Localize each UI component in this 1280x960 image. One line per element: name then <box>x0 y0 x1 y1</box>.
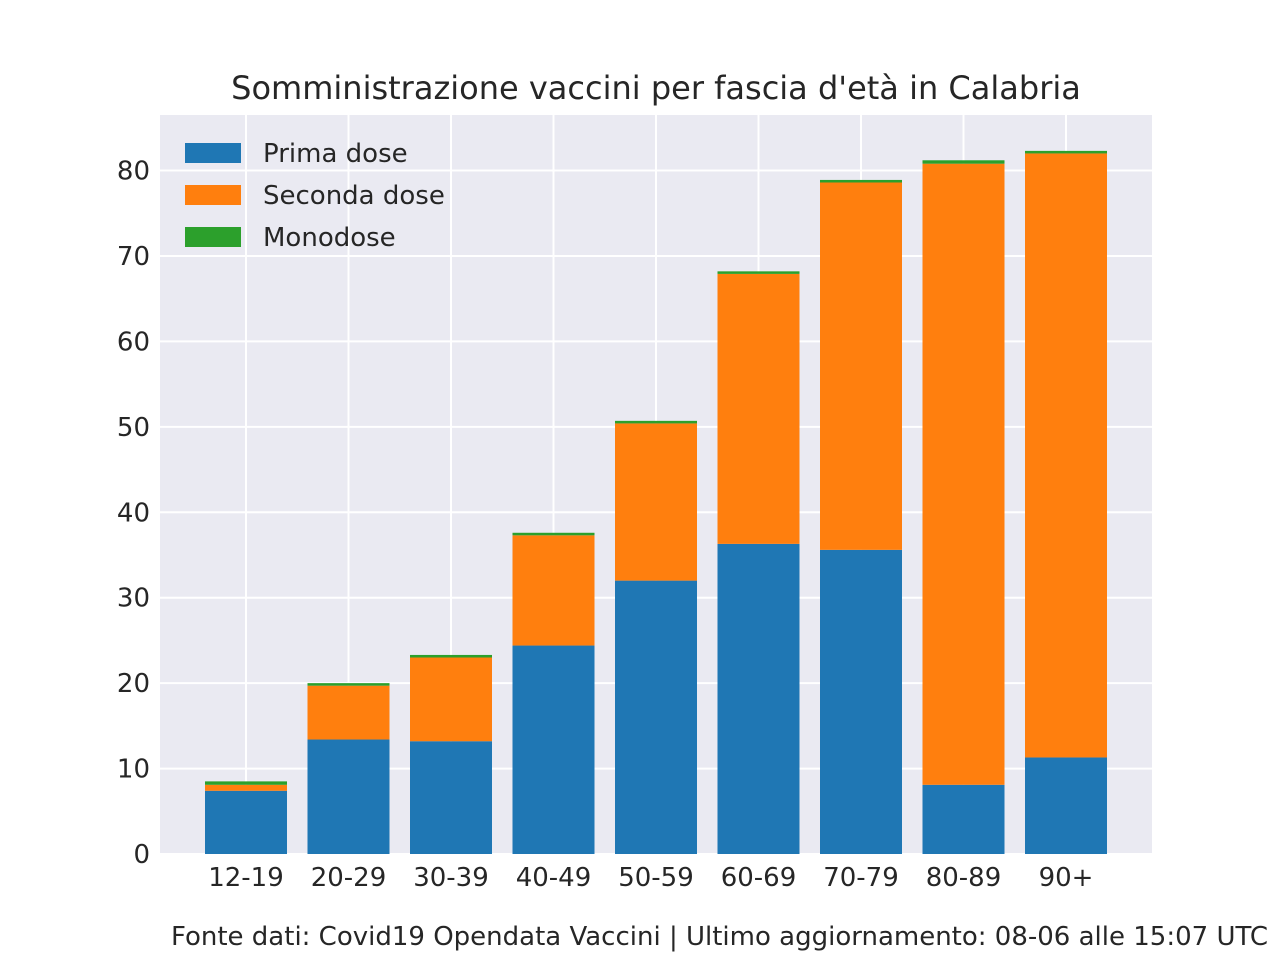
bar-seconda-dose-80-89 <box>922 163 1005 785</box>
bar-monodose-80-89 <box>922 160 1005 164</box>
legend: Prima dose Seconda dose Monodose <box>185 139 445 253</box>
bar-seconda-dose-12-19 <box>205 784 287 791</box>
bar-seconda-dose-70-79 <box>820 182 902 550</box>
data-source-footer: Fonte dati: Covid19 Opendata Vaccini | U… <box>170 922 1268 952</box>
x-tick-labels: 12-19 20-29 30-39 40-49 50-59 60-69 70-79 80-89… <box>208 863 1093 893</box>
bar-monodose-12-19 <box>205 781 287 785</box>
bar-monodose-70-79 <box>820 179 902 183</box>
x-tick-label: 40-49 <box>516 863 592 893</box>
bar-monodose-90+ <box>1025 150 1107 154</box>
bar-seconda-dose-60-69 <box>717 273 800 544</box>
y-tick-label: 50 <box>117 413 150 443</box>
legend-label: Monodose <box>263 223 396 253</box>
bar-monodose-50-59 <box>615 420 697 424</box>
x-tick-label: 80-89 <box>926 863 1002 893</box>
bar-prima-dose-60-69 <box>717 543 800 854</box>
chart-title: Somministrazione vaccini per fascia d'et… <box>231 69 1081 107</box>
bar-monodose-60-69 <box>717 271 800 274</box>
bars-group <box>205 150 1107 854</box>
y-tick-label: 80 <box>117 157 150 187</box>
bar-prima-dose-12-19 <box>205 790 287 854</box>
y-tick-label: 20 <box>117 669 150 699</box>
bar-seconda-dose-90+ <box>1025 153 1107 758</box>
legend-label: Prima dose <box>263 139 408 169</box>
bar-prima-dose-80-89 <box>922 784 1005 854</box>
legend-swatch-prima-dose <box>185 143 241 163</box>
y-tick-label: 40 <box>117 498 150 528</box>
bar-monodose-20-29 <box>307 683 390 686</box>
x-tick-label: 70-79 <box>823 863 899 893</box>
x-tick-label: 12-19 <box>208 863 284 893</box>
y-tick-label: 60 <box>117 327 150 357</box>
x-tick-label: 30-39 <box>413 863 489 893</box>
bar-prima-dose-40-49 <box>512 645 595 854</box>
bar-prima-dose-30-39 <box>410 741 492 854</box>
bar-seconda-dose-20-29 <box>307 685 390 740</box>
x-tick-label: 20-29 <box>311 863 387 893</box>
legend-label: Seconda dose <box>263 181 445 211</box>
x-tick-label: 60-69 <box>721 863 797 893</box>
bar-prima-dose-70-79 <box>820 549 902 854</box>
legend-swatch-monodose <box>185 227 241 247</box>
y-tick-labels: 0 10 20 30 40 50 60 70 80 <box>117 157 150 870</box>
bar-seconda-dose-50-59 <box>615 423 697 581</box>
bar-seconda-dose-30-39 <box>410 657 492 742</box>
bar-seconda-dose-40-49 <box>512 535 595 646</box>
x-tick-label: 90+ <box>1039 863 1094 893</box>
bar-prima-dose-50-59 <box>615 580 697 854</box>
y-tick-label: 10 <box>117 755 150 785</box>
x-tick-label: 50-59 <box>618 863 694 893</box>
stacked-bar-chart: 0 10 20 30 40 50 60 70 80 12-19 20-29 30-39 40-49 50… <box>117 69 1152 893</box>
y-tick-label: 30 <box>117 584 150 614</box>
bar-prima-dose-20-29 <box>307 739 390 854</box>
bar-prima-dose-90+ <box>1025 757 1107 854</box>
bar-monodose-40-49 <box>512 532 595 536</box>
y-tick-label: 0 <box>133 840 150 870</box>
y-tick-label: 70 <box>117 242 150 272</box>
bar-monodose-30-39 <box>410 654 492 658</box>
legend-swatch-seconda-dose <box>185 185 241 205</box>
